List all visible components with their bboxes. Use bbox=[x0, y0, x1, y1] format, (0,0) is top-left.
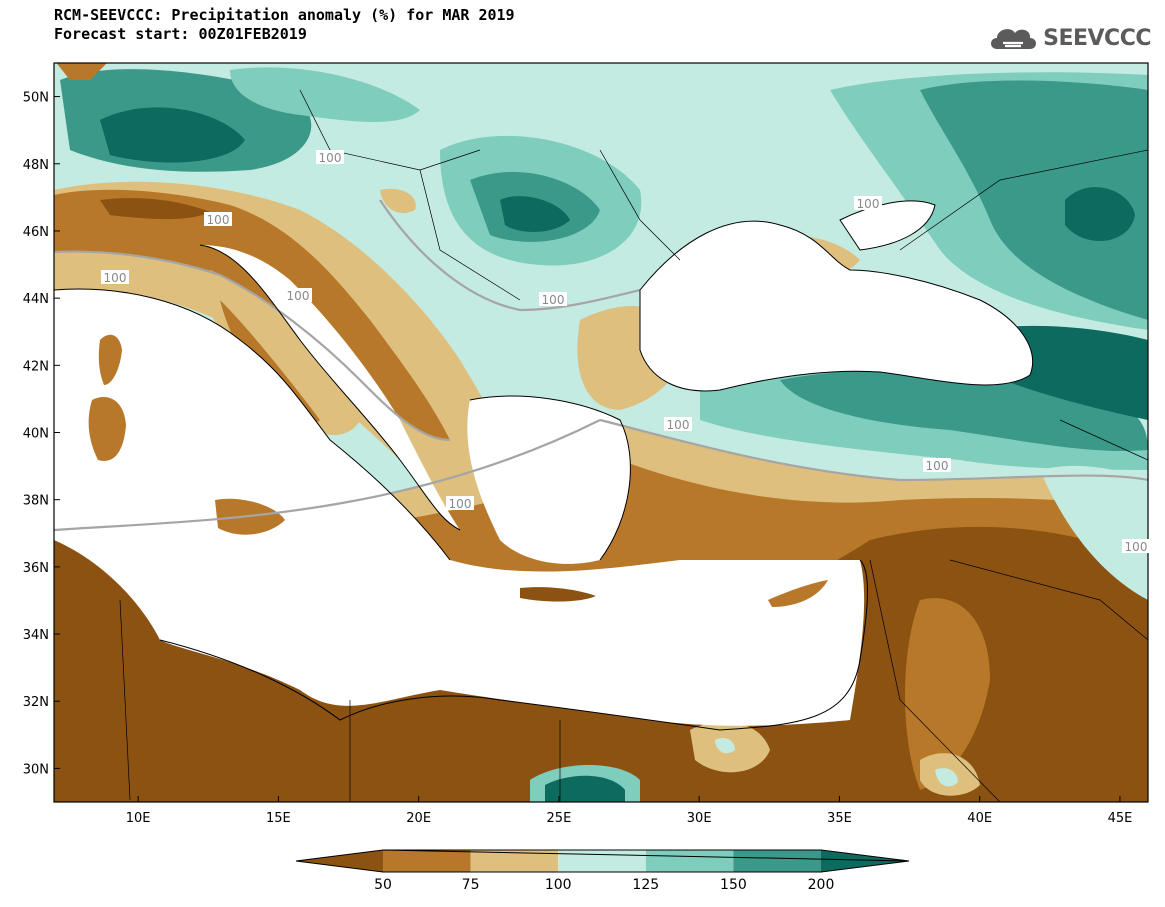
cyprus bbox=[768, 580, 828, 607]
lon-tick-label: 45E bbox=[1108, 811, 1133, 826]
contour-label-bg bbox=[101, 270, 129, 284]
colorbar-label: 200 bbox=[808, 877, 835, 893]
contour-label-bg bbox=[664, 417, 692, 431]
lat-tick-label: 40N bbox=[23, 427, 49, 442]
contour-label: 100 bbox=[319, 151, 342, 165]
aegean-sea bbox=[467, 396, 631, 564]
lat-tick-label: 48N bbox=[23, 158, 49, 173]
very-wet-zone-germany bbox=[100, 107, 245, 163]
map-field bbox=[54, 63, 1148, 802]
colorbar-label: 75 bbox=[462, 877, 480, 893]
lat-tick-label: 42N bbox=[23, 359, 49, 374]
lon-tick-label: 10E bbox=[126, 811, 151, 826]
lon-tick-label: 15E bbox=[266, 811, 291, 826]
contour-label-bg bbox=[446, 496, 474, 510]
colorbar-max-arrow bbox=[821, 850, 909, 872]
contour-label: 100 bbox=[667, 418, 690, 432]
latitude-axis: 50N 48N 46N 44N 42N 40N 38N 36N 34N 32N 30N bbox=[23, 91, 60, 777]
colorbar-label: 100 bbox=[545, 877, 572, 893]
lat-tick-label: 30N bbox=[23, 762, 49, 777]
contour-label-bg bbox=[854, 196, 882, 210]
black-sea bbox=[640, 221, 1033, 391]
adriatic-sea bbox=[200, 245, 460, 530]
contour-label: 100 bbox=[542, 293, 565, 307]
lat-tick-label: 36N bbox=[23, 561, 49, 576]
lon-tick-label: 40E bbox=[967, 811, 992, 826]
contour-label: 100 bbox=[1125, 540, 1148, 554]
colorbar-swatch-75-100 bbox=[470, 850, 559, 872]
colorbar-label: 50 bbox=[374, 877, 392, 893]
lon-tick-label: 20E bbox=[406, 811, 431, 826]
title-line-1: RCM-SEEVCCC: Precipitation anomaly (%) f… bbox=[54, 6, 515, 24]
colorbar-swatch-100-125 bbox=[558, 850, 646, 872]
colorbar-swatch-150-200 bbox=[733, 850, 821, 872]
logo-text: SEEVCCC bbox=[1043, 25, 1151, 51]
colorbar-label: 150 bbox=[720, 877, 747, 893]
sea-of-azov bbox=[840, 200, 935, 250]
corsica bbox=[98, 334, 122, 385]
mediterranean-sea bbox=[54, 289, 865, 726]
colorbar: 50 75 100 125 150 200 bbox=[295, 849, 910, 893]
contour-label-bg bbox=[539, 292, 567, 306]
contour-label-bg bbox=[923, 458, 951, 472]
colorbar-label: 125 bbox=[632, 877, 659, 893]
colorbar-min-arrow bbox=[296, 850, 383, 872]
crete bbox=[520, 587, 596, 602]
colorbar-swatch-125-150 bbox=[645, 850, 734, 872]
lat-tick-label: 32N bbox=[23, 695, 49, 710]
longitude-axis: 10E 15E 20E 25E 30E 35E 40E 45E bbox=[126, 796, 1133, 826]
contour-label-bg bbox=[1122, 539, 1150, 553]
contour-label: 100 bbox=[857, 197, 880, 211]
title-line-2: Forecast start: 00Z01FEB2019 bbox=[54, 25, 307, 43]
contour-label: 100 bbox=[287, 289, 310, 303]
sardinia bbox=[88, 397, 126, 461]
country-borders bbox=[119, 89, 1148, 802]
contour-label: 100 bbox=[449, 497, 472, 511]
lat-tick-label: 34N bbox=[23, 628, 49, 643]
cloud-logo-icon bbox=[991, 29, 1037, 49]
lon-tick-label: 25E bbox=[547, 811, 572, 826]
lon-tick-label: 35E bbox=[827, 811, 852, 826]
contour-label: 100 bbox=[926, 459, 949, 473]
lat-tick-label: 38N bbox=[23, 494, 49, 509]
colorbar-labels: 50 75 100 125 150 200 bbox=[374, 877, 834, 893]
lat-tick-label: 50N bbox=[23, 91, 49, 106]
contour-label: 100 bbox=[207, 213, 230, 227]
lat-tick-label: 46N bbox=[23, 225, 49, 240]
map-title: RCM-SEEVCCC: Precipitation anomaly (%) f… bbox=[54, 6, 515, 44]
seevccc-logo: SEEVCCC bbox=[987, 18, 1151, 58]
colorbar-swatch-50-75 bbox=[383, 850, 471, 872]
contour-label: 100 bbox=[104, 271, 127, 285]
lon-tick-label: 30E bbox=[687, 811, 712, 826]
contour-label-bg bbox=[316, 150, 344, 164]
contour-label-bg bbox=[284, 288, 312, 302]
lat-tick-label: 44N bbox=[23, 292, 49, 307]
contour-labels: 100 100 100 100 100 100 100 100 100 100 bbox=[101, 150, 1150, 554]
contour-label-bg bbox=[204, 212, 232, 226]
